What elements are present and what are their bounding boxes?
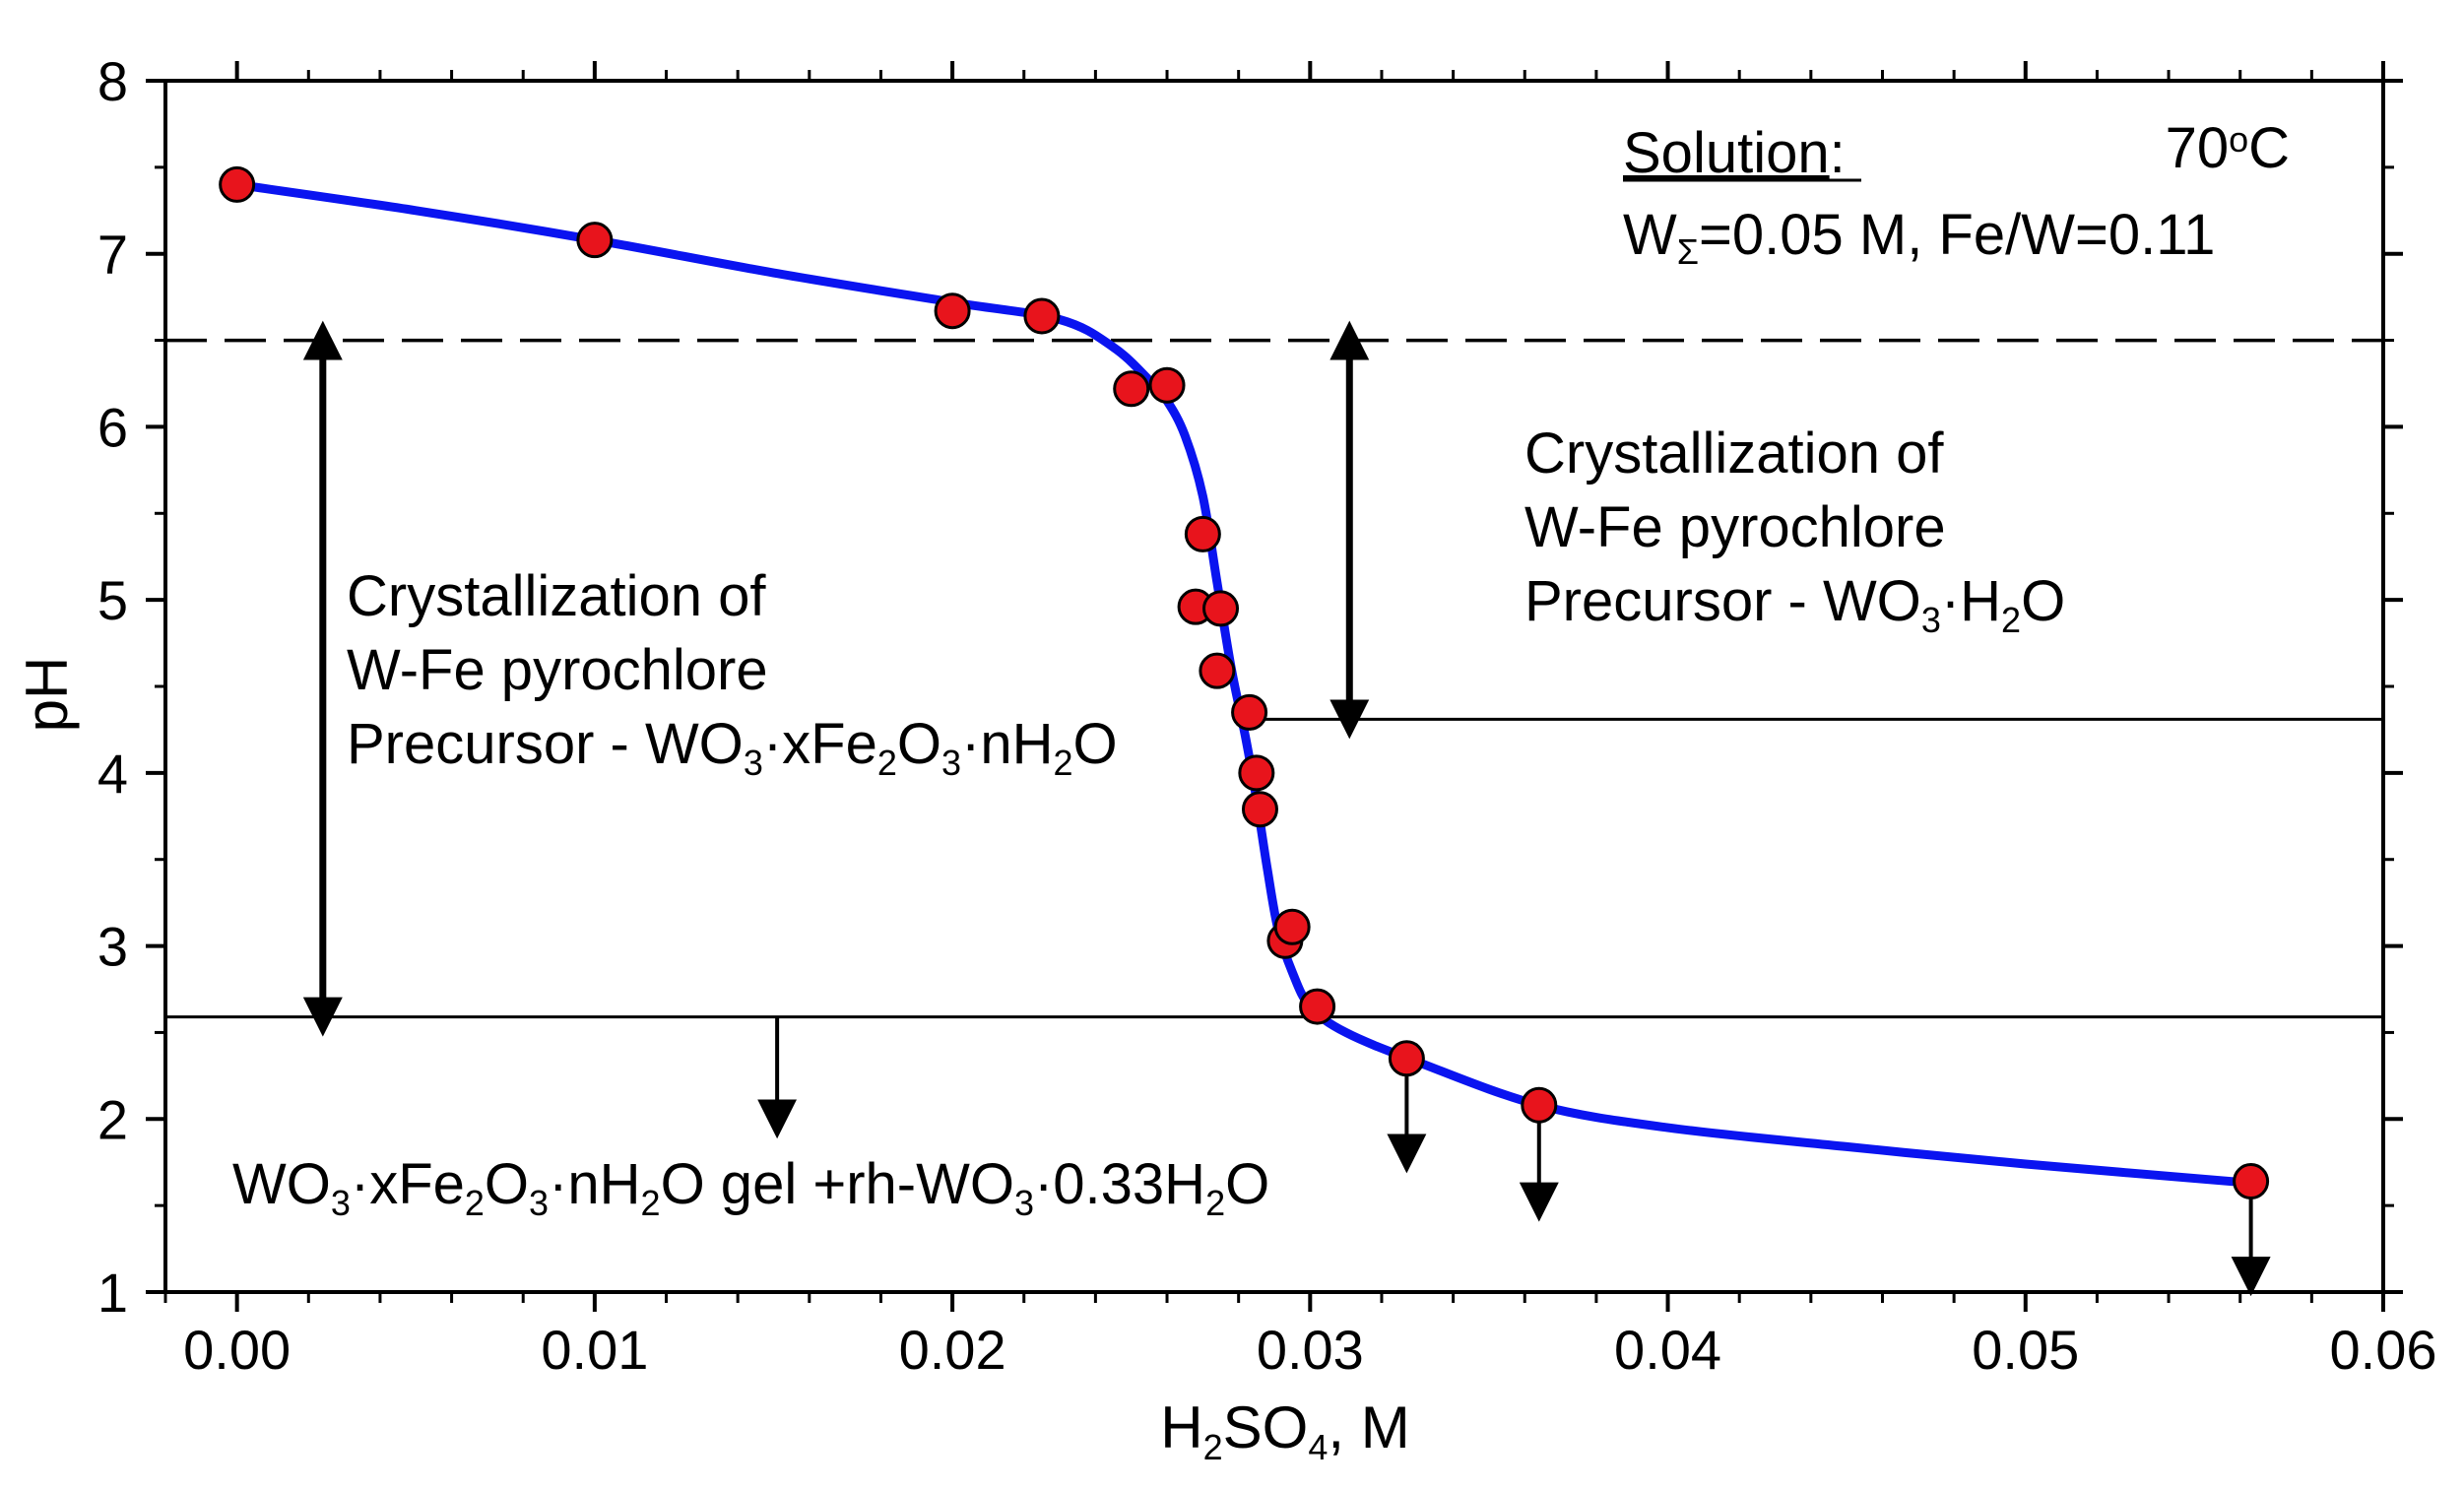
arrow-layer (302, 320, 2271, 1297)
x-tick-label: 0.06 (2330, 1319, 2437, 1381)
right-region-line3: Precursor - WO3·H2O (1524, 569, 2065, 640)
data-point (1023, 297, 1061, 335)
data-point (934, 292, 971, 330)
x-tick-label: 0.02 (899, 1319, 1006, 1381)
y-tick-label: 4 (97, 743, 128, 805)
y-tick-label: 3 (97, 916, 128, 978)
temperature-label: 70oC (2166, 116, 2290, 180)
x-tick-label: 0.00 (183, 1319, 291, 1381)
x-tick-label: 0.03 (1257, 1319, 1364, 1381)
y-tick-label: 1 (97, 1262, 128, 1324)
data-point (1113, 370, 1150, 408)
solution-label: Solution: (1623, 121, 1846, 185)
data-point (576, 222, 614, 259)
data-point (1202, 590, 1240, 627)
x-tick-label: 0.05 (1972, 1319, 2079, 1381)
fit-curve (232, 179, 2256, 1188)
y-tick-label: 2 (97, 1088, 128, 1150)
reference-lines (165, 338, 2383, 1019)
data-point (2233, 1163, 2270, 1200)
y-tick-label: 5 (97, 569, 128, 631)
data-point (1388, 1040, 1425, 1077)
x-tick-label: 0.04 (1614, 1319, 1721, 1381)
y-axis-title: pH (14, 657, 80, 733)
x-tick-label: 0.01 (541, 1319, 648, 1381)
data-point (1241, 791, 1278, 828)
y-tick-label: 7 (97, 224, 128, 286)
y-tick-label: 6 (97, 396, 128, 458)
left-region-line2: W-Fe pyrochlore (347, 638, 768, 702)
y-tick-label: 8 (97, 50, 128, 112)
left-region-line1: Crystallization of (347, 564, 766, 628)
data-point (1238, 754, 1275, 792)
fit-curve-layer (232, 179, 2256, 1188)
data-point (1299, 988, 1336, 1025)
data-point (1184, 515, 1221, 552)
data-point (1148, 366, 1186, 404)
data-point (1199, 652, 1236, 689)
right-region-line1: Crystallization of (1524, 421, 1944, 486)
data-points-layer (219, 165, 2270, 1200)
data-point (1521, 1086, 1558, 1124)
right-region-line2: W-Fe pyrochlore (1524, 495, 1946, 559)
data-point (1273, 908, 1311, 945)
conditions-label: WΣ=0.05 M, Fe/W=0.11 (1623, 203, 2215, 272)
bottom-region-label: WO3·xFe2O3·nH2O gel +rh-WO3·0.33H2O (232, 1152, 1269, 1223)
data-point (1231, 693, 1268, 731)
tick-layer: 0.00 0.01 0.02 0.03 0.04 0.05 0.06 1 2 3 4 5 6 7 8 (97, 50, 2437, 1381)
x-axis-title: H2SO4, M (1160, 1394, 1409, 1467)
data-point (219, 165, 256, 203)
left-region-line3: Precursor - WO3·xFe2O3·nH2O (347, 712, 1118, 783)
